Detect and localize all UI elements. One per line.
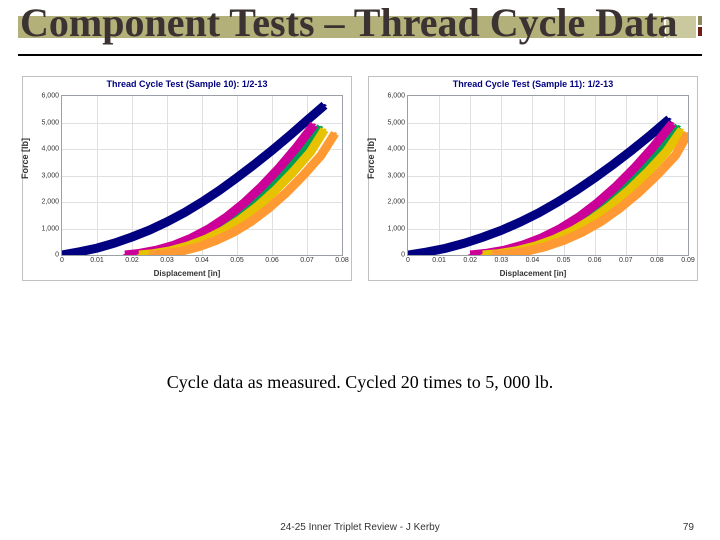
footer-center: 24-25 Inner Triplet Review - J Kerby bbox=[0, 522, 720, 533]
x-tick-label: 0.08 bbox=[650, 257, 664, 264]
y-tick-label: 6,000 bbox=[41, 93, 59, 100]
footer-page-number: 79 bbox=[683, 522, 694, 533]
x-tick-label: 0.07 bbox=[619, 257, 633, 264]
x-tick-label: 0.04 bbox=[526, 257, 540, 264]
y-tick-label: 2,000 bbox=[387, 199, 405, 206]
x-tick-label: 0.02 bbox=[125, 257, 139, 264]
plot-area: 01,0002,0003,0004,0005,0006,00000.010.02… bbox=[407, 95, 689, 256]
chart-right: Thread Cycle Test (Sample 11): 1/2-13 Fo… bbox=[368, 76, 698, 281]
chart-curves bbox=[62, 96, 342, 255]
x-tick-label: 0.06 bbox=[265, 257, 279, 264]
chart-title: Thread Cycle Test (Sample 10): 1/2-13 bbox=[23, 79, 351, 89]
plot-area: 01,0002,0003,0004,0005,0006,00000.010.02… bbox=[61, 95, 343, 256]
y-tick-label: 0 bbox=[401, 252, 405, 259]
y-tick-label: 4,000 bbox=[41, 146, 59, 153]
x-axis-label: Displacement [in] bbox=[369, 269, 697, 278]
y-tick-label: 5,000 bbox=[387, 119, 405, 126]
title-block: Component Tests – Thread Cycle Data bbox=[0, 0, 720, 50]
x-tick-label: 0.03 bbox=[160, 257, 174, 264]
x-tick-label: 0.03 bbox=[495, 257, 509, 264]
y-tick-label: 0 bbox=[55, 252, 59, 259]
y-tick-label: 3,000 bbox=[41, 172, 59, 179]
x-tick-label: 0.04 bbox=[195, 257, 209, 264]
y-tick-label: 5,000 bbox=[41, 119, 59, 126]
chart-title: Thread Cycle Test (Sample 11): 1/2-13 bbox=[369, 79, 697, 89]
y-axis-label: Force [lb] bbox=[366, 137, 376, 178]
x-tick-label: 0.05 bbox=[230, 257, 244, 264]
y-tick-label: 4,000 bbox=[387, 146, 405, 153]
slide: Component Tests – Thread Cycle Data Thre… bbox=[0, 0, 720, 540]
y-tick-label: 3,000 bbox=[387, 172, 405, 179]
x-tick-label: 0.09 bbox=[681, 257, 695, 264]
y-axis-label: Force [lb] bbox=[20, 137, 30, 178]
chart-left: Thread Cycle Test (Sample 10): 1/2-13 Fo… bbox=[22, 76, 352, 281]
chart-curves bbox=[408, 96, 688, 255]
y-tick-label: 2,000 bbox=[41, 199, 59, 206]
x-tick-label: 0.02 bbox=[463, 257, 477, 264]
caption: Cycle data as measured. Cycled 20 times … bbox=[0, 372, 720, 393]
charts-row: Thread Cycle Test (Sample 10): 1/2-13 Fo… bbox=[0, 56, 720, 281]
x-tick-label: 0.07 bbox=[300, 257, 314, 264]
y-tick-label: 1,000 bbox=[387, 225, 405, 232]
y-tick-label: 1,000 bbox=[41, 225, 59, 232]
x-tick-label: 0 bbox=[60, 257, 64, 264]
x-tick-label: 0.08 bbox=[335, 257, 349, 264]
y-tick-label: 6,000 bbox=[387, 93, 405, 100]
page-title: Component Tests – Thread Cycle Data bbox=[20, 0, 700, 44]
x-tick-label: 0 bbox=[406, 257, 410, 264]
x-tick-label: 0.01 bbox=[432, 257, 446, 264]
x-tick-label: 0.06 bbox=[588, 257, 602, 264]
x-tick-label: 0.05 bbox=[557, 257, 571, 264]
x-axis-label: Displacement [in] bbox=[23, 269, 351, 278]
x-tick-label: 0.01 bbox=[90, 257, 104, 264]
